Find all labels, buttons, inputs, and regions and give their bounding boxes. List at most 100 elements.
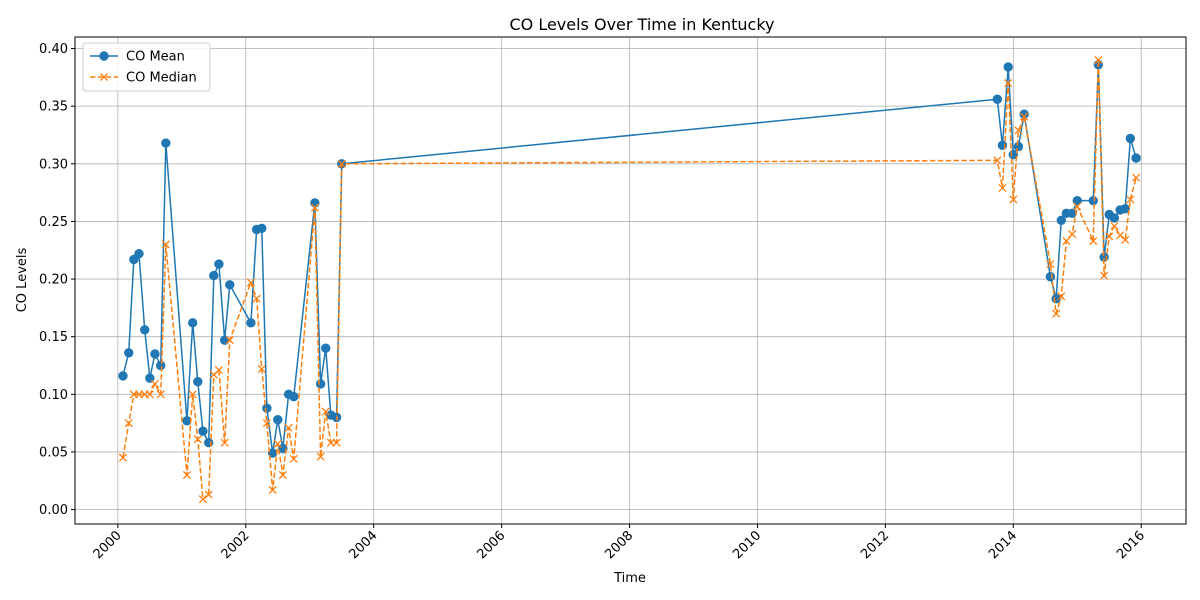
co-median-point	[225, 336, 234, 345]
co-mean-point	[209, 270, 219, 281]
legend-label: CO Median	[126, 71, 197, 86]
x-axis-label: Time	[613, 571, 646, 586]
legend-item-co-median: CO Median	[90, 71, 197, 86]
co-mean-point	[150, 349, 160, 359]
co-median-point	[1126, 195, 1135, 204]
y-tick-label: 0.30	[39, 157, 68, 172]
legend-label: CO Mean	[126, 50, 185, 65]
grid	[75, 37, 1186, 524]
y-tick-label: 0.00	[39, 503, 68, 518]
legend-item-co-mean: CO Mean	[90, 50, 185, 65]
series-layer	[118, 55, 1141, 504]
co-mean-point	[1067, 208, 1077, 219]
co-mean-point	[1056, 215, 1066, 225]
co-median-point	[284, 423, 293, 432]
co-median-point	[118, 453, 128, 462]
co-median-point	[1014, 126, 1023, 135]
co-median-point	[1020, 112, 1029, 121]
co-median-point	[1100, 271, 1109, 280]
y-tick-label: 0.40	[39, 42, 68, 57]
co-median-point	[156, 390, 165, 399]
co-mean-point	[1131, 153, 1141, 163]
co-median-point	[1105, 232, 1114, 241]
co-mean-point	[321, 343, 331, 353]
co-mean-point	[124, 348, 134, 358]
co-mean-point	[992, 94, 1003, 104]
co-mean-point	[182, 416, 192, 426]
co-mean-point	[156, 360, 166, 371]
co-mean-point	[1088, 195, 1098, 206]
co-median-point	[198, 495, 207, 504]
co-mean-point	[161, 138, 171, 148]
co-mean-point	[193, 376, 203, 387]
y-tick-label: 0.35	[39, 100, 68, 115]
co-mean-point	[1045, 272, 1056, 282]
co-median-point	[332, 438, 341, 447]
co-median-point	[1004, 79, 1013, 88]
co-median-point	[214, 366, 223, 375]
co-median-point	[1062, 236, 1071, 246]
chart-title: CO Levels Over Time in Kentucky	[509, 15, 774, 34]
legend: CO Mean CO Median	[82, 42, 211, 92]
co-mean-point	[140, 325, 150, 335]
co-median-point	[278, 470, 287, 480]
co-median-line	[122, 59, 1137, 500]
co-median-point	[1057, 292, 1066, 301]
co-mean-point	[246, 318, 256, 328]
co-mean-point	[289, 391, 299, 402]
co-mean-point	[315, 379, 326, 389]
co-median-point	[262, 419, 271, 428]
co-median-point	[1089, 236, 1098, 246]
co-median-point	[188, 390, 197, 399]
y-tick-label: 0.10	[39, 388, 68, 403]
co-mean-point	[1125, 133, 1136, 144]
co-median-point	[1132, 173, 1141, 182]
co-median-point	[1052, 309, 1061, 318]
co-median-point	[268, 485, 277, 495]
legend-marker	[99, 72, 109, 82]
co-mean-point	[1013, 141, 1024, 152]
co-median-point	[220, 438, 229, 447]
co-mean-point	[257, 223, 267, 234]
co-median-point	[316, 452, 325, 461]
series-co-median	[118, 55, 1141, 504]
co-median-point	[337, 159, 346, 168]
co-median-point	[182, 470, 191, 480]
co-mean-point	[225, 280, 235, 290]
co-mean-point	[1120, 204, 1130, 214]
co-median-point	[161, 240, 170, 249]
co-mean-point	[1072, 195, 1082, 206]
co-mean-point	[134, 249, 144, 259]
co-median-point	[257, 364, 266, 374]
co-median-point	[993, 156, 1002, 165]
co-median-point	[326, 438, 335, 447]
co-median-point	[204, 490, 213, 499]
co-mean-point	[262, 403, 272, 413]
co-median-point	[124, 419, 133, 428]
co-median-point	[1110, 221, 1119, 231]
co-median-point	[150, 379, 160, 389]
co-median-point	[273, 439, 282, 448]
co-mean-point	[310, 198, 320, 208]
co-median-point	[289, 454, 298, 463]
legend-marker	[99, 51, 109, 61]
co-median-point	[134, 390, 144, 399]
co-median-point	[998, 183, 1007, 193]
co-median-point	[252, 294, 261, 303]
co-median-point	[1094, 55, 1103, 65]
co-median-point	[1068, 230, 1077, 239]
legend-box	[82, 42, 211, 92]
co-mean-point	[1109, 213, 1120, 223]
co-mean-point	[129, 254, 139, 265]
co-median-point	[321, 407, 330, 416]
co-median-point	[1046, 260, 1055, 269]
co-median-point	[310, 203, 319, 212]
co-mean-point	[198, 426, 208, 436]
co-median-point	[145, 390, 154, 399]
co-mean-point	[1003, 62, 1013, 72]
y-tick-label: 0.05	[39, 445, 68, 460]
co-mean-point	[273, 414, 283, 425]
plot-frame	[74, 36, 1187, 525]
y-tick-label: 0.15	[39, 330, 68, 345]
